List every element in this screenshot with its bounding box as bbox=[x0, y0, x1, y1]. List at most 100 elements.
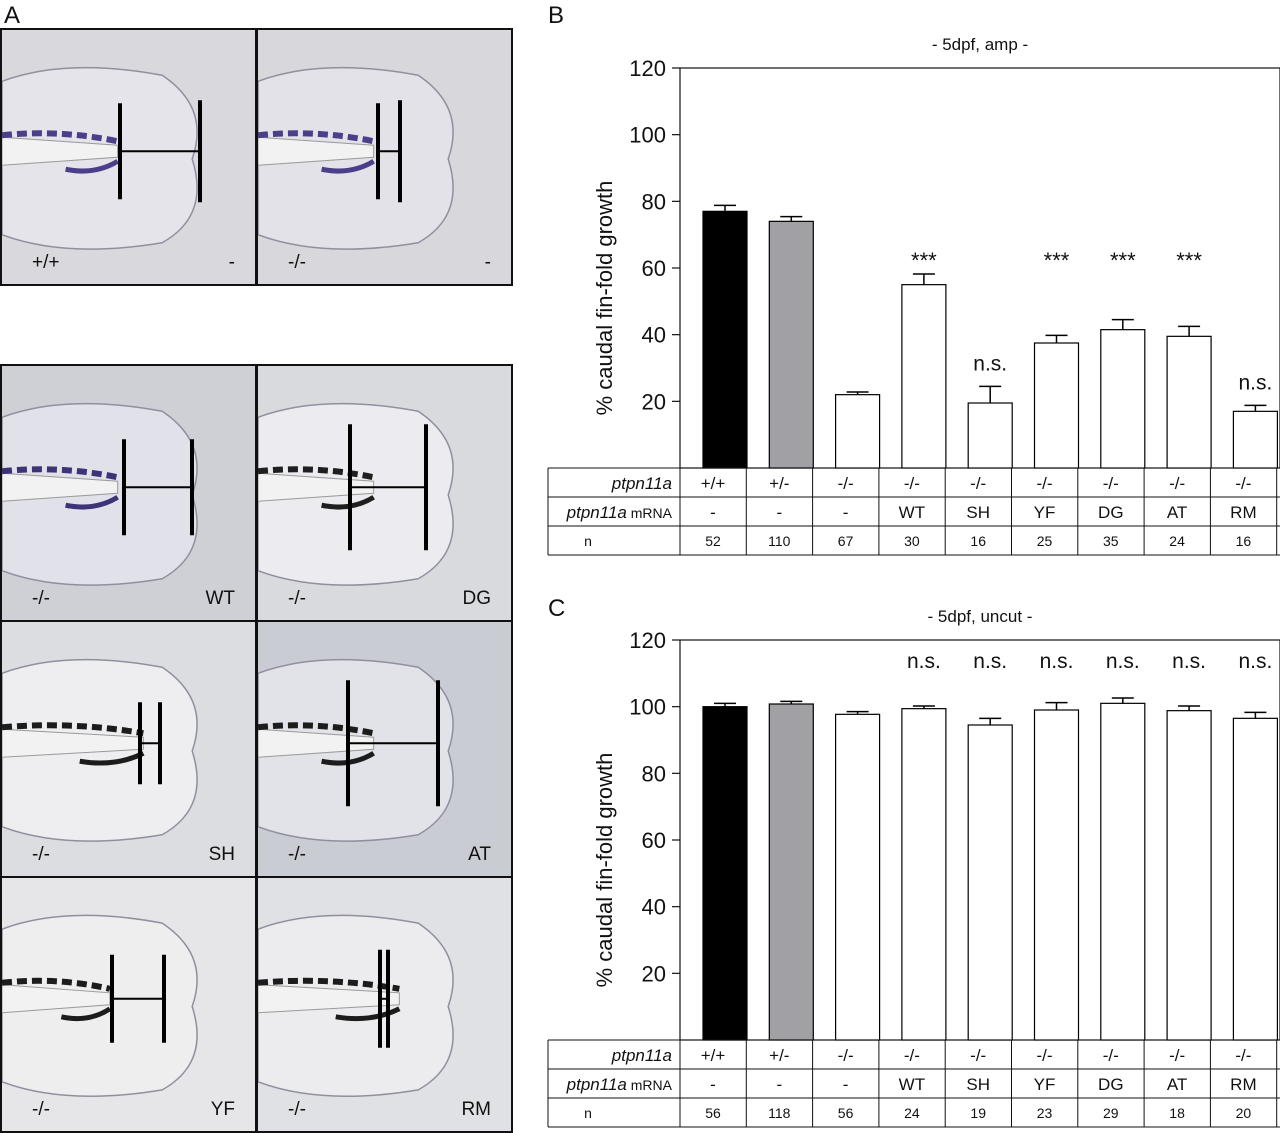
table-cell-mrna: YF bbox=[1034, 1075, 1056, 1094]
y-tick-label: 80 bbox=[642, 189, 666, 214]
table-row-label: ptpn11a mRNA bbox=[566, 1075, 673, 1094]
bar bbox=[901, 284, 947, 469]
notochord bbox=[2, 136, 119, 166]
y-tick-label: 20 bbox=[642, 389, 666, 414]
bar bbox=[702, 706, 748, 1041]
significance-label: n.s. bbox=[973, 352, 1007, 375]
treatment-label: - bbox=[228, 252, 235, 273]
y-tick-label: 100 bbox=[629, 123, 666, 148]
micrograph-panel: -/- AT bbox=[256, 620, 513, 878]
table-cell-mrna: - bbox=[843, 1075, 849, 1094]
table-cell-n: 118 bbox=[768, 1105, 791, 1121]
table-cell-n: 24 bbox=[1169, 533, 1185, 549]
table-cell-genotype: -/- bbox=[1103, 474, 1119, 493]
fin-image bbox=[258, 658, 454, 842]
plot-frame bbox=[679, 639, 1280, 1041]
table-cell-genotype: +/- bbox=[769, 474, 789, 493]
pigment-stripe bbox=[2, 977, 111, 992]
plot-frame bbox=[679, 67, 1280, 469]
table-cell-n: 16 bbox=[1236, 533, 1252, 549]
table-row-label: n bbox=[584, 1105, 592, 1121]
y-tick-label: 60 bbox=[642, 256, 666, 281]
genotype-label: -/- bbox=[32, 588, 50, 609]
bar bbox=[1166, 335, 1212, 469]
table-cell-n: 23 bbox=[1037, 1105, 1053, 1121]
y-tick-label: 40 bbox=[642, 323, 666, 348]
treatment-label: AT bbox=[468, 844, 491, 865]
notochord bbox=[258, 728, 375, 758]
treatment-label: WT bbox=[205, 588, 235, 609]
fin-image bbox=[258, 402, 454, 586]
notochord bbox=[258, 984, 400, 1014]
micrograph-panel: -/- - bbox=[256, 28, 513, 286]
table-cell-genotype: -/- bbox=[1235, 474, 1251, 493]
micrograph-panel: -/- DG bbox=[256, 364, 513, 622]
table-cell-mrna: YF bbox=[1034, 503, 1056, 522]
bar bbox=[768, 703, 814, 1041]
significance-label: n.s. bbox=[1172, 650, 1206, 673]
chart-title: - 5dpf, amp - bbox=[932, 35, 1028, 54]
pigment-stripe bbox=[2, 722, 144, 737]
bar bbox=[967, 402, 1013, 469]
table-cell-mrna: - bbox=[710, 1075, 716, 1094]
table-cell-genotype: -/- bbox=[1169, 1046, 1185, 1065]
bar bbox=[768, 220, 814, 469]
bar bbox=[1232, 410, 1279, 469]
table-cell-genotype: +/- bbox=[769, 1046, 789, 1065]
y-tick-label: 120 bbox=[629, 56, 666, 81]
panel-c-letter: C bbox=[548, 595, 566, 622]
pigment-stripe bbox=[65, 495, 119, 510]
table-cell-genotype: -/- bbox=[1103, 1046, 1119, 1065]
significance-label: n.s. bbox=[1106, 650, 1140, 673]
table-cell-genotype: -/- bbox=[838, 1046, 854, 1065]
bar bbox=[1100, 329, 1146, 469]
table-cell-mrna: SH bbox=[966, 503, 990, 522]
table-row-label: ptpn11a bbox=[611, 1046, 672, 1065]
table-cell-mrna: WT bbox=[899, 503, 925, 522]
chart-b-group: - 5dpf, amp - 20 40 60 80 100 120 % caudal fin-… bbox=[547, 35, 1280, 556]
bar bbox=[967, 724, 1013, 1041]
micrograph-panel: -/- WT bbox=[0, 364, 257, 622]
bar bbox=[901, 708, 947, 1041]
table-cell-n: 20 bbox=[1236, 1105, 1252, 1121]
genotype-label: -/- bbox=[32, 1099, 50, 1120]
table-cell-mrna: RM bbox=[1230, 503, 1256, 522]
y-axis-label: % caudal fin-fold growth bbox=[592, 753, 617, 988]
notochord bbox=[2, 984, 111, 1014]
notochord bbox=[2, 728, 144, 758]
treatment-label: - bbox=[484, 252, 491, 273]
fin-image bbox=[2, 66, 202, 250]
table-cell-n: 56 bbox=[705, 1105, 721, 1121]
significance-label: n.s. bbox=[973, 650, 1007, 673]
table-cell-genotype: -/- bbox=[970, 1046, 986, 1065]
table-cell-n: 67 bbox=[838, 533, 854, 549]
table-cell-n: 110 bbox=[768, 533, 791, 549]
bar bbox=[1232, 717, 1279, 1041]
table-cell-genotype: -/- bbox=[1036, 474, 1052, 493]
table-cell-mrna: - bbox=[710, 503, 716, 522]
y-tick-label: 80 bbox=[642, 761, 666, 786]
significance-label: *** bbox=[1110, 248, 1136, 273]
table-cell-mrna: DG bbox=[1098, 1075, 1124, 1094]
y-tick-label: 60 bbox=[642, 828, 666, 853]
significance-label: n.s. bbox=[907, 650, 941, 673]
bar bbox=[1033, 342, 1080, 469]
table-cell-genotype: -/- bbox=[838, 474, 854, 493]
table-row-label: ptpn11a mRNA bbox=[566, 503, 673, 522]
table-cell-genotype: -/- bbox=[1036, 1046, 1052, 1065]
table-cell-n: 19 bbox=[970, 1105, 986, 1121]
table-cell-genotype: +/+ bbox=[701, 1046, 726, 1065]
panel-a-letter: A bbox=[4, 2, 21, 29]
table-cell-genotype: -/- bbox=[904, 474, 920, 493]
table-cell-mrna: AT bbox=[1167, 1075, 1187, 1094]
y-axis-label: % caudal fin-fold growth bbox=[592, 181, 617, 416]
notochord bbox=[2, 472, 119, 502]
chart-title: - 5dpf, uncut - bbox=[928, 607, 1033, 626]
panel-b-letter: B bbox=[548, 2, 565, 29]
genotype-label: -/- bbox=[288, 252, 306, 273]
bar bbox=[1033, 709, 1080, 1041]
notochord bbox=[258, 472, 375, 502]
table-cell-n: 30 bbox=[904, 533, 920, 549]
y-tick-label: 120 bbox=[629, 628, 666, 653]
table-cell-mrna: RM bbox=[1230, 1075, 1256, 1094]
